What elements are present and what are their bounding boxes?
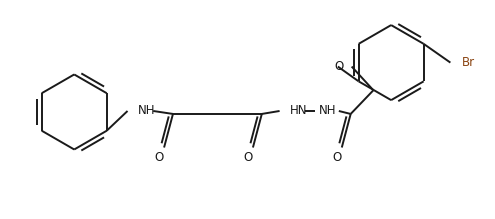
Text: Br: Br [462, 56, 475, 69]
Text: NH: NH [319, 104, 337, 117]
Text: O: O [154, 151, 164, 164]
Text: O: O [244, 151, 252, 164]
Text: O: O [335, 60, 344, 73]
Text: HN: HN [290, 104, 307, 117]
Text: O: O [332, 151, 342, 164]
Text: NH: NH [138, 104, 155, 117]
